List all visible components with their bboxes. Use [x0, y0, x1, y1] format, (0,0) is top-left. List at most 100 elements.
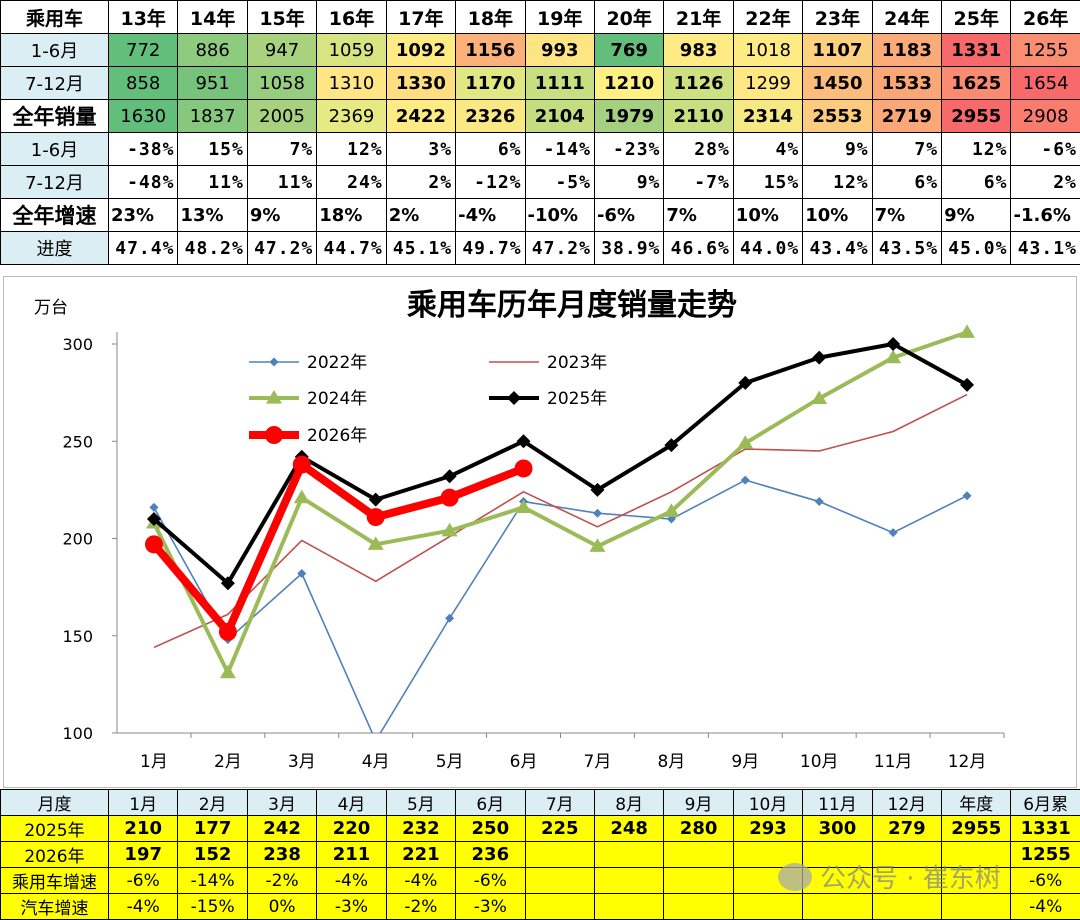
y-tick-label: 200 — [62, 530, 93, 549]
monthly-cell: 221 — [386, 842, 455, 868]
monthly-cell: 197 — [109, 842, 178, 868]
data-point — [149, 503, 158, 512]
series-2026年 — [145, 456, 533, 641]
summary-cell: 1092 — [386, 34, 455, 67]
summary-cell: 983 — [664, 34, 733, 67]
summary-cell: 44.7% — [317, 232, 386, 265]
monthly-header-cell: 7月 — [525, 790, 594, 816]
data-point — [959, 324, 975, 338]
summary-cell: 43.5% — [872, 232, 941, 265]
monthly-row-label: 2026年 — [1, 842, 109, 868]
monthly-header-cell: 2月 — [178, 790, 247, 816]
monthly-header-cell: 月度 — [1, 790, 109, 816]
summary-cell: 9% — [247, 199, 316, 232]
data-point — [220, 665, 236, 679]
summary-cell: -6% — [594, 199, 663, 232]
monthly-header-cell: 11月 — [803, 790, 872, 816]
series-2022年 — [149, 476, 971, 746]
summary-year-header: 17年 — [386, 1, 455, 34]
summary-cell: -4% — [456, 199, 525, 232]
summary-year-header: 15年 — [247, 1, 316, 34]
monthly-header-cell: 10月 — [733, 790, 802, 816]
summary-cell: 947 — [247, 34, 316, 67]
summary-cell: 2719 — [872, 100, 941, 133]
summary-cell: 6% — [942, 166, 1011, 199]
monthly-cell — [664, 894, 733, 920]
x-tick-label: 6月 — [510, 752, 538, 772]
summary-cell: -48% — [109, 166, 178, 199]
summary-cell: 7% — [664, 199, 733, 232]
data-point — [515, 459, 533, 477]
summary-cell: 7% — [247, 133, 316, 166]
summary-cell: 951 — [178, 67, 247, 100]
summary-year-header: 14年 — [178, 1, 247, 34]
summary-cell: 2955 — [942, 100, 1011, 133]
summary-cell: 15% — [178, 133, 247, 166]
monthly-cell: 242 — [247, 816, 316, 842]
summary-cell: 23% — [109, 199, 178, 232]
series-2024年 — [146, 324, 975, 678]
monthly-cell: -2% — [386, 894, 455, 920]
monthly-cell: -4% — [1011, 894, 1080, 920]
summary-cell: 993 — [525, 34, 594, 67]
summary-cell: 11% — [178, 166, 247, 199]
x-tick-label: 9月 — [731, 752, 759, 772]
monthly-cell: 225 — [525, 816, 594, 842]
summary-year-header: 18年 — [456, 1, 525, 34]
monthly-cell: -2% — [247, 868, 316, 894]
monthly-cell: 1331 — [1011, 816, 1080, 842]
summary-cell: 44.0% — [733, 232, 802, 265]
monthly-cell — [525, 894, 594, 920]
legend-label: 2024年 — [307, 389, 367, 409]
monthly-cell — [942, 894, 1011, 920]
summary-year-header: 22年 — [733, 1, 802, 34]
legend-item: 2023年 — [489, 353, 607, 373]
monthly-cell — [733, 894, 802, 920]
watermark: 公众号 · 崔东树 — [778, 858, 1001, 895]
summary-cell: 9% — [942, 199, 1011, 232]
legend-label: 2025年 — [547, 389, 607, 409]
summary-year-header: 24年 — [872, 1, 941, 34]
summary-cell: 2908 — [1011, 100, 1080, 133]
wechat-icon — [778, 863, 812, 891]
summary-cell: -10% — [525, 199, 594, 232]
summary-row-label: 7-12月 — [1, 166, 109, 199]
summary-cell: 1630 — [109, 100, 178, 133]
legend-item: 2026年 — [249, 426, 367, 446]
monthly-header-cell: 5月 — [386, 790, 455, 816]
monthly-cell: 211 — [317, 842, 386, 868]
summary-cell: 43.4% — [803, 232, 872, 265]
summary-cell: 38.9% — [594, 232, 663, 265]
monthly-cell — [594, 868, 663, 894]
monthly-cell: 1255 — [1011, 842, 1080, 868]
summary-cell: 6% — [872, 166, 941, 199]
data-point — [815, 497, 824, 506]
summary-cell: 1018 — [733, 34, 802, 67]
data-point — [963, 491, 972, 500]
summary-cell: 2326 — [456, 100, 525, 133]
summary-cell: 1979 — [594, 100, 663, 133]
legend-item: 2022年 — [249, 353, 367, 373]
monthly-header-cell: 年度 — [942, 790, 1011, 816]
legend-marker — [507, 391, 521, 405]
summary-year-header: 26年 — [1011, 1, 1080, 34]
monthly-cell — [872, 894, 941, 920]
monthly-cell: 300 — [803, 816, 872, 842]
summary-cell: 1310 — [317, 67, 386, 100]
monthly-cell — [664, 868, 733, 894]
monthly-cell: -15% — [178, 894, 247, 920]
monthly-header-cell: 3月 — [247, 790, 316, 816]
monthly-cell: 0% — [247, 894, 316, 920]
summary-cell: 2% — [386, 166, 455, 199]
summary-cell: 15% — [733, 166, 802, 199]
summary-row-label: 7-12月 — [1, 67, 109, 100]
summary-cell: 47.2% — [247, 232, 316, 265]
summary-cell: 49.7% — [456, 232, 525, 265]
